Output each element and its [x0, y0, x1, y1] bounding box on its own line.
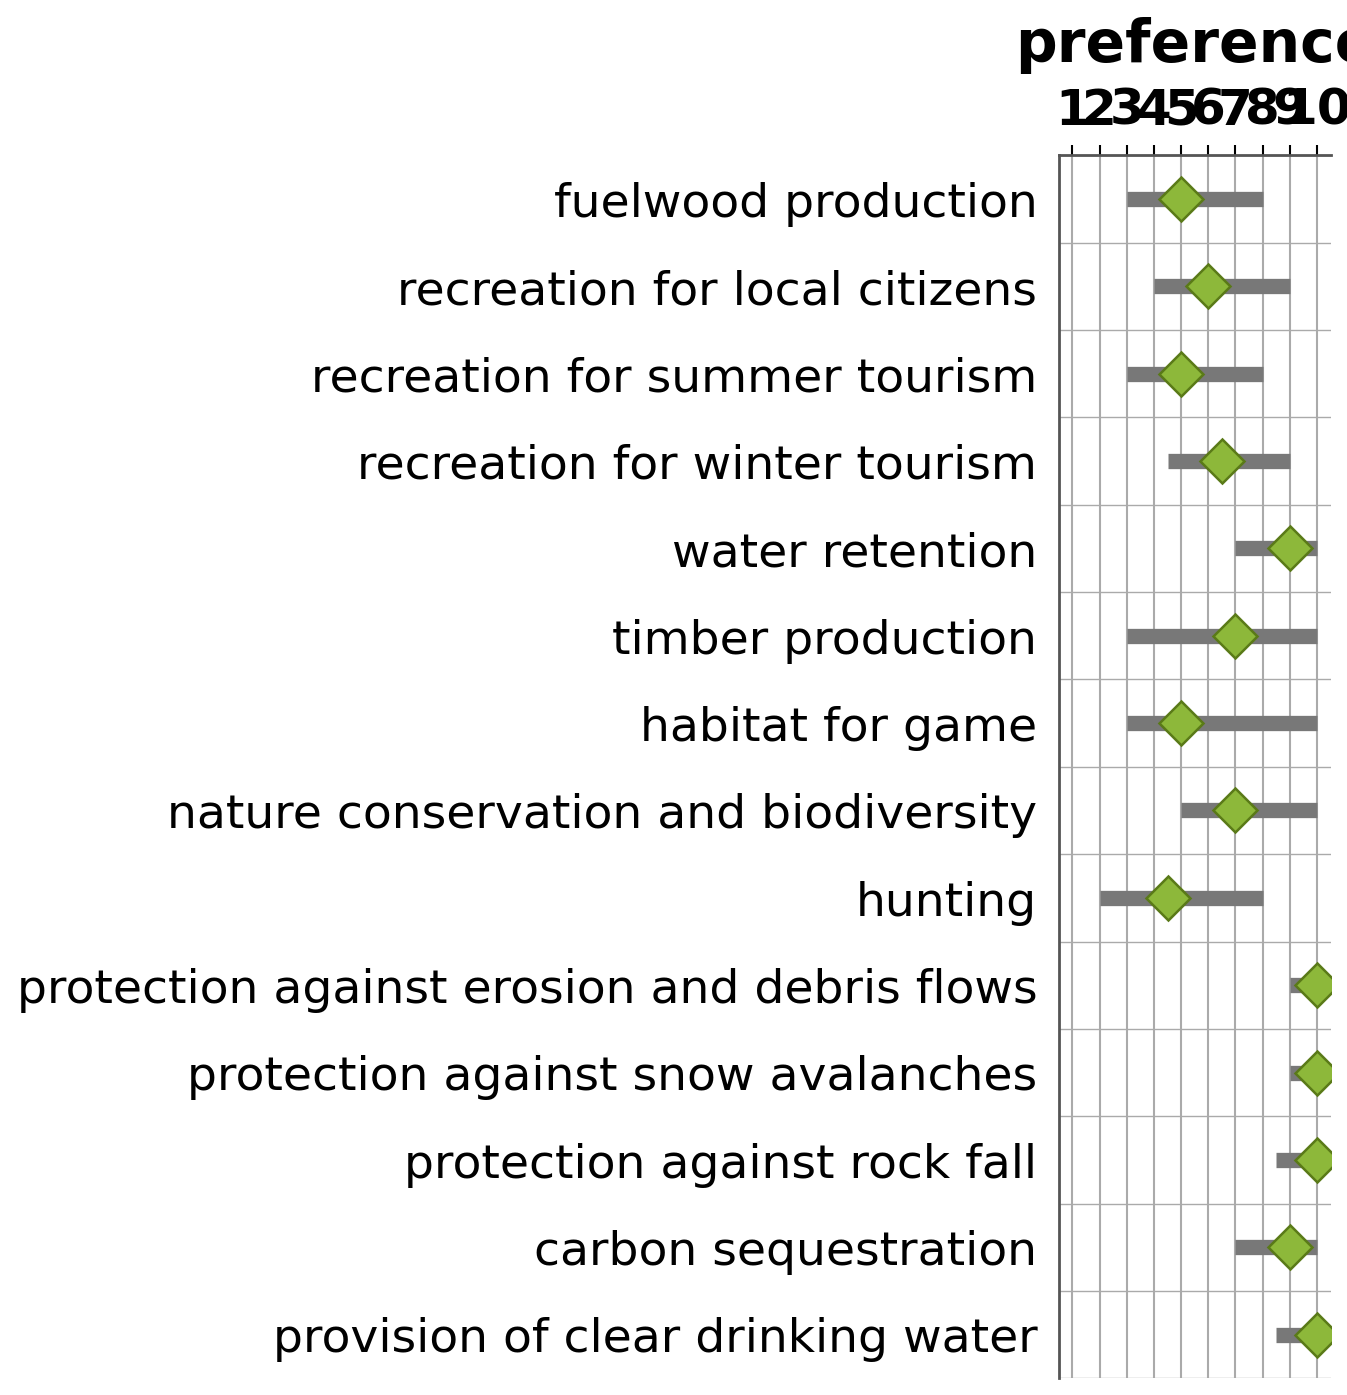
X-axis label: preference: preference [1014, 17, 1347, 74]
